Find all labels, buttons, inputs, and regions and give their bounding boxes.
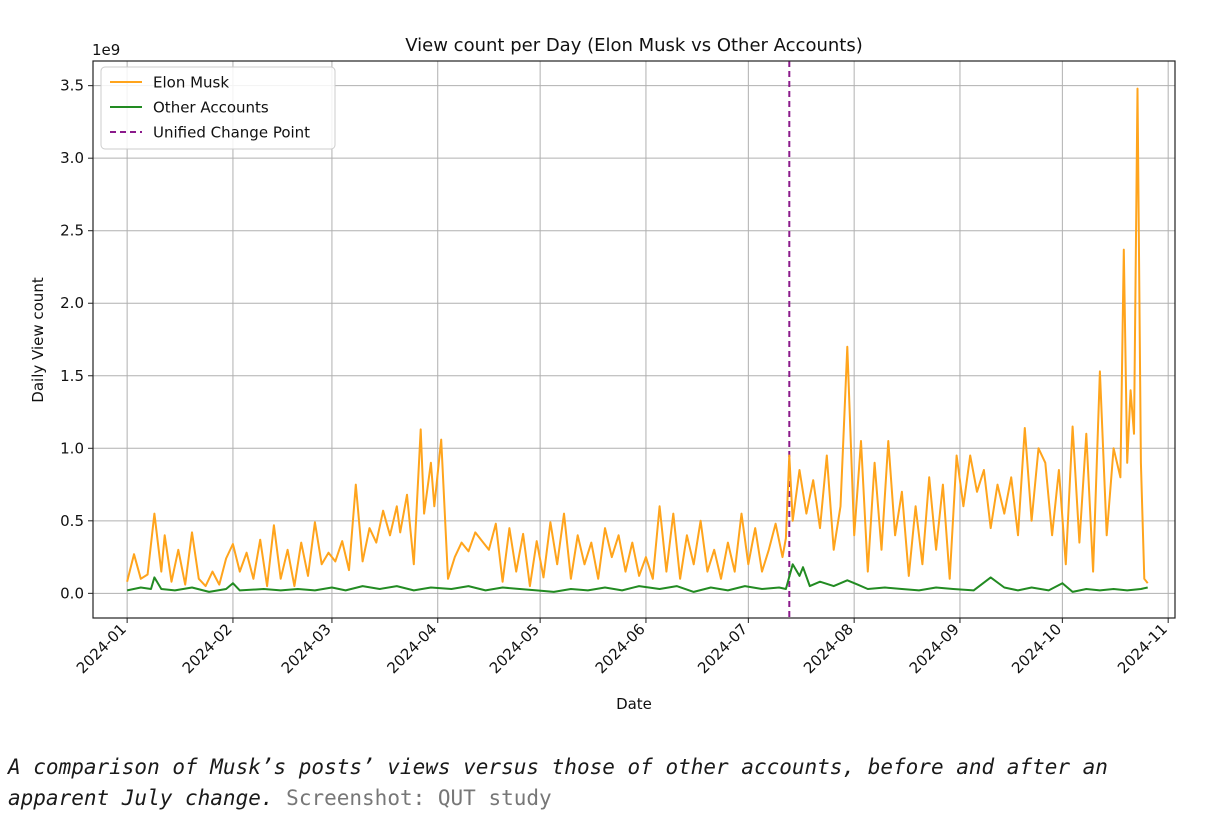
y-axis-label: Daily View count bbox=[29, 277, 47, 403]
legend-label-change-point: Unified Change Point bbox=[153, 124, 310, 142]
legend: Elon Musk Other Accounts Unified Change … bbox=[100, 66, 336, 150]
legend-label-other-accounts: Other Accounts bbox=[153, 99, 269, 117]
y-axis-ticks: 0.0 0.5 1.0 1.5 2.0 2.5 3.0 3.5 bbox=[60, 77, 93, 602]
y-tick-label: 0.0 bbox=[60, 584, 84, 602]
chart-title: View count per Day (Elon Musk vs Other A… bbox=[405, 35, 863, 56]
y-tick-label: 1.5 bbox=[60, 367, 84, 385]
y-tick-label: 2.5 bbox=[60, 222, 84, 240]
caption-credit: Screenshot: QUT study bbox=[286, 786, 552, 810]
y-tick-label: 3.5 bbox=[60, 77, 84, 95]
plot-frame bbox=[92, 60, 1176, 619]
figure-caption: A comparison of Musk’s posts’ views vers… bbox=[8, 752, 1208, 814]
y-tick-label: 3.0 bbox=[60, 149, 84, 167]
series-line-other-accounts bbox=[126, 563, 1148, 593]
legend-box bbox=[100, 66, 336, 150]
legend-label-elon-musk: Elon Musk bbox=[153, 74, 229, 92]
y-tick-label: 2.0 bbox=[60, 294, 84, 312]
x-axis-label: Date bbox=[616, 695, 652, 713]
series-line-elon-musk bbox=[126, 87, 1149, 588]
caption-text: A comparison of Musk’s posts’ views vers… bbox=[8, 755, 1108, 810]
y-offset-label: 1e9 bbox=[92, 41, 120, 59]
series-lines bbox=[126, 87, 1149, 593]
view-count-chart: View count per Day (Elon Musk vs Other A… bbox=[29, 35, 1176, 713]
y-tick-label: 1.0 bbox=[60, 439, 84, 457]
y-tick-label: 0.5 bbox=[60, 512, 84, 530]
